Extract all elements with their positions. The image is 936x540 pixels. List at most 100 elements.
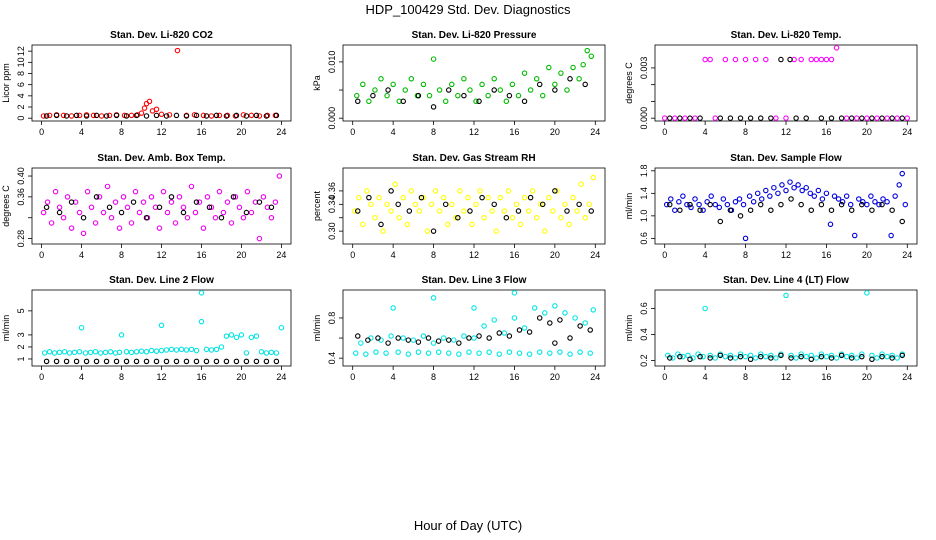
data-point <box>355 98 361 105</box>
x-tick-label: 24 <box>902 372 912 382</box>
y-tick-label: 0.000 <box>327 107 337 130</box>
data-point <box>700 353 706 360</box>
data-point <box>243 358 250 365</box>
data-point <box>233 334 240 341</box>
data-point <box>123 349 130 355</box>
plot-title: Stan. Dev. Gas Stream RH <box>412 153 535 164</box>
data-point <box>517 221 524 228</box>
data-point <box>218 344 225 350</box>
data-point <box>388 333 394 339</box>
data-point <box>102 349 109 356</box>
data-point <box>717 115 724 121</box>
data-point <box>680 193 686 199</box>
data-point <box>442 98 449 105</box>
data-point <box>547 350 553 356</box>
data-point <box>754 190 761 197</box>
data-point <box>355 208 361 214</box>
data-point <box>415 339 422 345</box>
data-point <box>60 112 67 119</box>
data-point <box>66 350 73 356</box>
data-point <box>783 292 789 299</box>
y-tick-label: 10 <box>16 57 26 67</box>
data-point <box>471 305 477 311</box>
data-point <box>768 115 774 121</box>
x-tick-label: 4 <box>391 250 396 260</box>
y-tick-label: 4 <box>16 93 26 98</box>
series-gas-stream-rh <box>351 174 597 234</box>
data-point <box>204 194 211 200</box>
data-point <box>894 355 900 361</box>
data-point <box>506 92 513 99</box>
data-point <box>779 182 785 188</box>
x-tick-label: 4 <box>79 127 84 137</box>
data-point <box>390 81 396 88</box>
y-tick-label: 3 <box>16 332 26 337</box>
data-point <box>163 347 170 353</box>
data-point <box>566 221 572 228</box>
x-tick-label: 24 <box>276 372 286 382</box>
data-point <box>557 317 563 323</box>
series-reference <box>667 196 905 225</box>
data-point <box>153 358 160 365</box>
plot-frame <box>654 44 918 122</box>
data-point <box>93 358 100 365</box>
data-point <box>889 352 895 359</box>
data-point <box>233 112 240 119</box>
y-tick-label: 5 <box>16 308 26 313</box>
data-point <box>570 64 576 71</box>
data-point <box>554 188 560 194</box>
data-point <box>206 204 213 211</box>
x-tick-label: 20 <box>550 372 560 382</box>
data-point <box>869 356 875 363</box>
data-point <box>408 76 415 82</box>
data-point <box>168 346 175 353</box>
data-point <box>775 190 781 197</box>
data-point <box>667 115 673 121</box>
data-point <box>724 201 731 208</box>
data-point <box>564 208 570 214</box>
data-point <box>430 228 437 234</box>
data-point <box>727 115 734 121</box>
data-point <box>351 208 358 214</box>
data-point <box>68 113 75 119</box>
data-point <box>455 92 461 99</box>
data-point <box>880 196 886 202</box>
data-point <box>176 194 183 200</box>
data-point <box>493 228 499 234</box>
data-point <box>467 208 473 214</box>
data-point <box>552 340 558 346</box>
data-point <box>894 115 900 121</box>
data-point <box>477 188 483 194</box>
data-point <box>76 112 83 119</box>
series-reference <box>355 76 588 110</box>
data-point <box>823 190 830 197</box>
data-point <box>509 214 516 221</box>
x-tick-label: 12 <box>156 127 166 137</box>
data-point <box>76 349 83 355</box>
data-point <box>103 358 110 365</box>
data-point <box>416 208 423 214</box>
data-point <box>208 347 215 353</box>
plot-panel-9: Stan. Dev. Line 4 (LT) Flow ml/min 0 4 8 12 16… <box>624 275 918 382</box>
data-point <box>868 193 874 199</box>
data-point <box>106 204 113 211</box>
x-tick-label: 12 <box>469 250 479 260</box>
x-tick-label: 20 <box>550 250 560 260</box>
data-point <box>808 207 815 213</box>
data-point <box>742 235 749 242</box>
data-point <box>515 92 522 99</box>
data-point <box>232 194 239 200</box>
data-point <box>833 355 840 361</box>
data-point <box>113 358 120 365</box>
data-point <box>778 201 784 208</box>
data-point <box>118 332 125 338</box>
data-point <box>536 349 543 355</box>
series-li-820-pressure <box>353 47 595 105</box>
data-point <box>278 324 285 331</box>
data-point <box>783 115 789 121</box>
y-tick-label: 0.36 <box>16 188 26 206</box>
x-tick-label: 4 <box>703 250 708 260</box>
data-point <box>899 218 905 225</box>
data-point <box>425 335 432 341</box>
data-point <box>848 355 855 361</box>
